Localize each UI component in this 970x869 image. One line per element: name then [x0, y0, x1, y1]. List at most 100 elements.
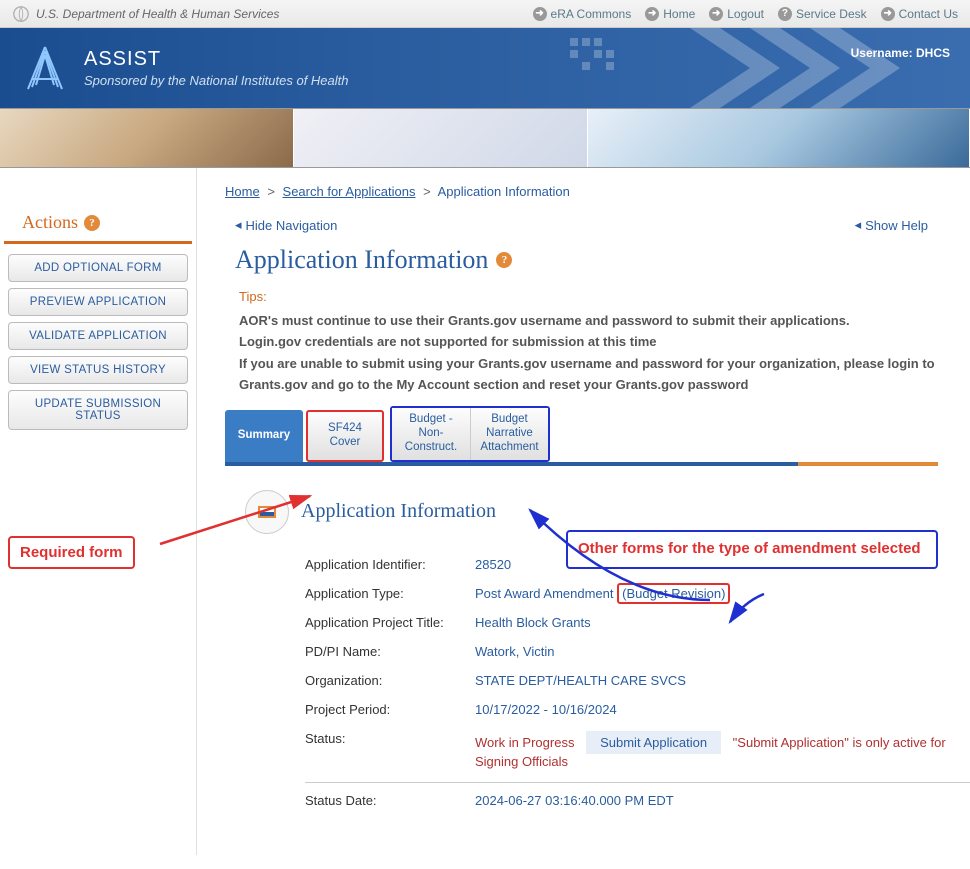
home-link[interactable]: ➜ Home — [645, 7, 695, 21]
era-commons-link[interactable]: ➜ eRA Commons — [533, 7, 632, 21]
main-content: Home > Search for Applications > Applica… — [196, 168, 970, 855]
tips-line1: AOR's must continue to use their Grants.… — [239, 310, 938, 331]
hide-nav-text: Hide Navigation — [246, 218, 338, 233]
banner-images — [0, 108, 970, 168]
tab-budget-narrative[interactable]: Budget Narrative Attachment — [470, 408, 548, 460]
header-text: ASSIST Sponsored by the National Institu… — [84, 48, 349, 88]
header-subtitle: Sponsored by the National Institutes of … — [84, 73, 349, 88]
validate-application-button[interactable]: VALIDATE APPLICATION — [8, 322, 188, 350]
header: ASSIST Sponsored by the National Institu… — [0, 28, 970, 108]
servicedesk-link[interactable]: ? Service Desk — [778, 7, 867, 21]
tips-line3: If you are unable to submit using your G… — [239, 353, 938, 396]
page-title-text: Application Information — [235, 245, 488, 275]
pdpi-label: PD/PI Name: — [305, 644, 475, 659]
top-bar: U.S. Department of Health & Human Servic… — [0, 0, 970, 28]
annotation-other-forms: Other forms for the type of amendment se… — [566, 530, 938, 569]
show-help-text: Show Help — [865, 218, 928, 233]
row-title: Application Project Title: Health Block … — [305, 608, 970, 637]
header-pattern — [550, 28, 970, 108]
arrow-icon: ➜ — [709, 7, 723, 21]
breadcrumb-sep: > — [267, 184, 275, 199]
username-label: Username: — [851, 46, 913, 60]
info-table: Application Identifier: 28520 Applicatio… — [305, 550, 970, 815]
arrow-icon: ➜ — [645, 7, 659, 21]
org-label: Organization: — [305, 673, 475, 688]
period-label: Project Period: — [305, 702, 475, 717]
dept-label: U.S. Department of Health & Human Servic… — [12, 5, 279, 23]
question-icon: ? — [778, 7, 792, 21]
tabs: Summary SF424 Cover Budget - Non-Constru… — [225, 406, 938, 466]
section-header: Application Information — [245, 490, 918, 534]
statusdate-value: 2024-06-27 03:16:40.000 PM EDT — [475, 793, 970, 808]
help-icon[interactable]: ? — [496, 252, 512, 268]
pdpi-value: Watork, Victin — [475, 644, 970, 659]
actions-heading-text: Actions — [22, 212, 78, 233]
tips-line2: Login.gov credentials are not supported … — [239, 331, 938, 352]
header-title: ASSIST — [84, 48, 349, 71]
action-list: ADD OPTIONAL FORM PREVIEW APPLICATION VA… — [0, 244, 196, 440]
nav-links: Hide Navigation Show Help — [225, 217, 938, 233]
breadcrumb-home[interactable]: Home — [225, 184, 260, 199]
page-container: U.S. Department of Health & Human Servic… — [0, 0, 970, 855]
tab-other-group: Budget - Non-Construct. Budget Narrative… — [390, 406, 550, 462]
status-label: Status: — [305, 731, 475, 769]
row-org: Organization: STATE DEPT/HEALTH CARE SVC… — [305, 666, 970, 695]
status-wip-text: Work in Progress — [475, 735, 574, 750]
app-type-pre: Post Award Amendment — [475, 586, 617, 601]
add-optional-form-button[interactable]: ADD OPTIONAL FORM — [8, 254, 188, 282]
hhs-icon — [12, 5, 30, 23]
panel: Application Information Application Iden… — [225, 466, 938, 825]
arrow-icon: ➜ — [881, 7, 895, 21]
servicedesk-label: Service Desk — [796, 7, 867, 21]
username-value: DHCS — [916, 46, 950, 60]
row-period: Project Period: 10/17/2022 - 10/16/2024 — [305, 695, 970, 724]
breadcrumb: Home > Search for Applications > Applica… — [225, 184, 938, 199]
title-value: Health Block Grants — [475, 615, 970, 630]
username-display: Username: DHCS — [851, 46, 950, 60]
view-status-history-button[interactable]: VIEW STATUS HISTORY — [8, 356, 188, 384]
tips-label: Tips: — [239, 289, 938, 304]
help-icon[interactable]: ? — [84, 215, 100, 231]
row-pdpi: PD/PI Name: Watork, Victin — [305, 637, 970, 666]
status-value: Work in Progress Submit Application "Sub… — [475, 731, 970, 769]
title-label: Application Project Title: — [305, 615, 475, 630]
arrow-icon: ➜ — [533, 7, 547, 21]
tab-summary[interactable]: Summary — [225, 410, 303, 462]
update-submission-status-button[interactable]: UPDATE SUBMISSION STATUS — [8, 390, 188, 430]
breadcrumb-sep: > — [423, 184, 431, 199]
dept-text: U.S. Department of Health & Human Servic… — [36, 7, 279, 21]
section-icon — [245, 490, 289, 534]
preview-application-button[interactable]: PREVIEW APPLICATION — [8, 288, 188, 316]
statusdate-label: Status Date: — [305, 793, 475, 808]
row-app-type: Application Type: Post Award Amendment (… — [305, 579, 970, 608]
app-type-label: Application Type: — [305, 586, 475, 601]
breadcrumb-current: Application Information — [438, 184, 570, 199]
assist-logo-icon — [20, 43, 70, 93]
banner-img-3 — [588, 109, 970, 167]
logout-label: Logout — [727, 7, 764, 21]
actions-heading: Actions ? — [4, 204, 192, 244]
logout-link[interactable]: ➜ Logout — [709, 7, 764, 21]
contact-link[interactable]: ➜ Contact Us — [881, 7, 958, 21]
breadcrumb-search[interactable]: Search for Applications — [283, 184, 416, 199]
app-type-value: Post Award Amendment (Budget Revision) — [475, 586, 970, 601]
sidebar: Actions ? ADD OPTIONAL FORM PREVIEW APPL… — [0, 168, 196, 855]
section-title: Application Information — [301, 500, 496, 523]
app-id-label: Application Identifier: — [305, 557, 475, 572]
show-help-link[interactable]: Show Help — [855, 217, 928, 233]
era-label: eRA Commons — [551, 7, 632, 21]
banner-img-1 — [0, 109, 294, 167]
annotation-required-form: Required form — [8, 536, 135, 569]
tab-budget-nonconstruct[interactable]: Budget - Non-Construct. — [392, 408, 470, 460]
submit-application-button[interactable]: Submit Application — [586, 731, 721, 754]
banner-img-2 — [294, 109, 588, 167]
row-status-date: Status Date: 2024-06-27 03:16:40.000 PM … — [305, 782, 970, 815]
tab-sf424-cover[interactable]: SF424 Cover — [306, 410, 384, 462]
tips-block: Tips: AOR's must continue to use their G… — [239, 289, 938, 396]
contact-label: Contact Us — [899, 7, 958, 21]
home-label: Home — [663, 7, 695, 21]
page-title: Application Information ? — [235, 245, 938, 275]
hide-navigation-link[interactable]: Hide Navigation — [235, 217, 337, 233]
row-status: Status: Work in Progress Submit Applicat… — [305, 724, 970, 776]
period-value: 10/17/2022 - 10/16/2024 — [475, 702, 970, 717]
